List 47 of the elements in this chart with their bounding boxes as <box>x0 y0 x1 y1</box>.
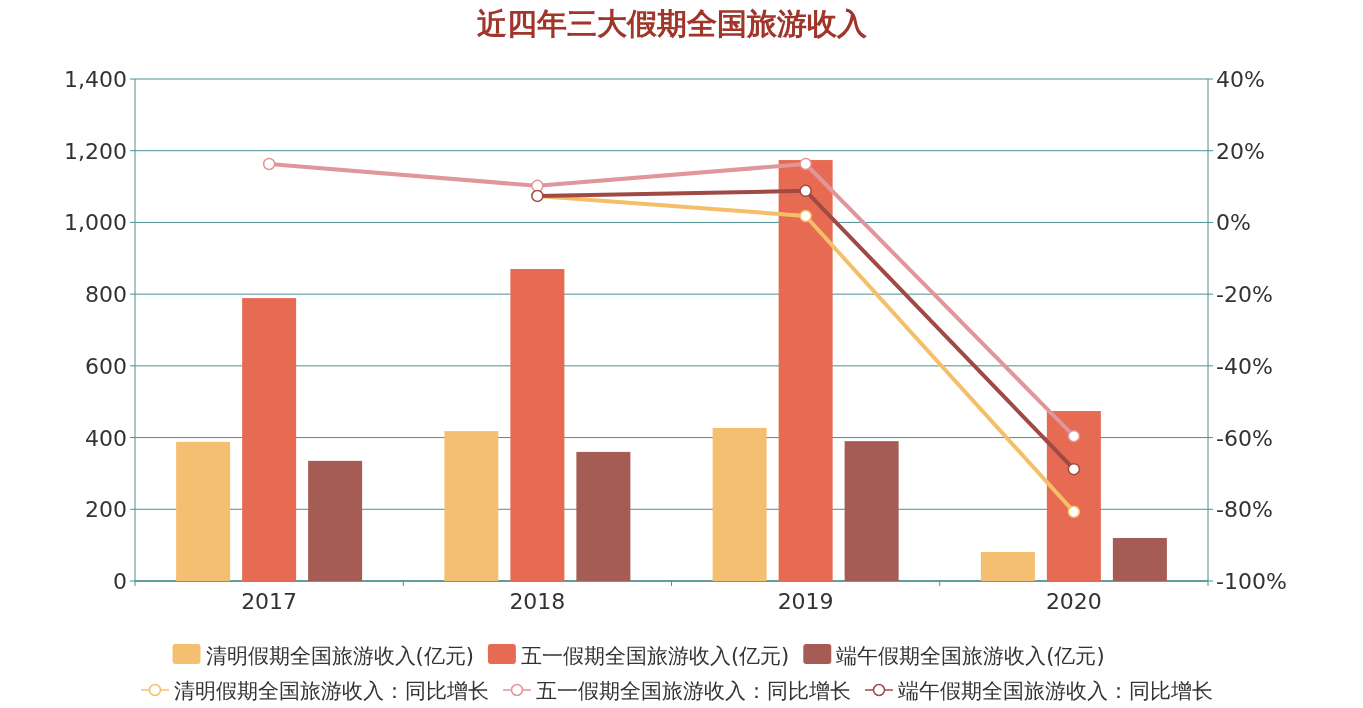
point <box>1067 429 1081 443</box>
y2-tick-label: 0% <box>1216 210 1251 236</box>
y-tick-label: 400 <box>85 425 127 451</box>
y-tick-label: 800 <box>85 282 127 308</box>
bar <box>176 441 231 581</box>
x-tick-label: 2017 <box>241 589 298 614</box>
bar <box>308 460 363 581</box>
bar <box>778 160 833 581</box>
point <box>1067 505 1081 519</box>
bar <box>980 551 1035 581</box>
y2-tick-label: -40% <box>1216 353 1273 379</box>
legend-label: 清明假期全国旅游收入(亿元) <box>205 644 474 668</box>
y2-tick-label: -80% <box>1216 497 1273 523</box>
y-tick-label: 1,400 <box>64 67 127 92</box>
bar <box>712 427 767 581</box>
y-tick-label: 1,200 <box>64 138 127 164</box>
point <box>799 157 812 171</box>
y2-tick-label: -20% <box>1216 282 1273 308</box>
point <box>1067 462 1081 476</box>
bar <box>444 431 499 581</box>
point <box>262 157 276 171</box>
bar <box>844 441 899 581</box>
y2-tick-label: 20% <box>1216 138 1265 164</box>
y-tick-label: 600 <box>85 353 127 379</box>
y-tick-label: 1,000 <box>64 210 127 236</box>
bar <box>1046 411 1101 581</box>
legend-label: 端午假期全国旅游收入(亿元) <box>836 644 1105 668</box>
legend-label: 清明假期全国旅游收入：同比增长 <box>174 679 489 703</box>
y-tick-label: 0 <box>113 569 127 594</box>
bar <box>1112 537 1167 581</box>
point <box>799 209 812 223</box>
y2-tick-label: -60% <box>1216 425 1273 451</box>
x-tick-label: 2020 <box>1045 589 1102 614</box>
legend-label: 端午假期全国旅游收入：同比增长 <box>898 679 1213 703</box>
y-tick-label: 200 <box>85 497 127 523</box>
bar <box>242 298 297 581</box>
y2-tick-label: 40% <box>1216 67 1265 92</box>
bar <box>576 451 631 581</box>
point <box>531 179 544 193</box>
x-tick-label: 2019 <box>777 589 834 614</box>
legend-label: 五一假期全国旅游收入(亿元) <box>520 644 790 668</box>
y2-tick-label: -100% <box>1216 569 1287 594</box>
bar <box>510 269 565 581</box>
point <box>799 184 812 198</box>
chart-title: 近四年三大假期全国旅游收入 <box>476 6 868 41</box>
legend-label: 五一假期全国旅游收入：同比增长 <box>536 679 851 703</box>
x-tick-label: 2018 <box>509 589 566 614</box>
